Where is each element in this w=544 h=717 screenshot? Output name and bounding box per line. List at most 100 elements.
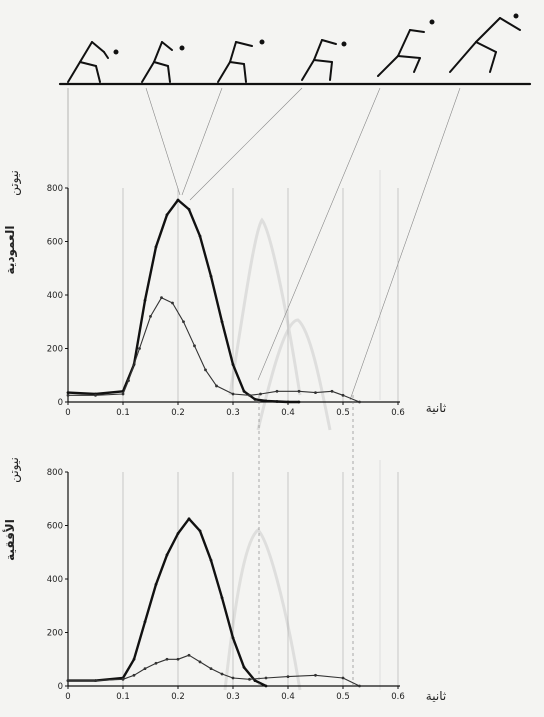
data-point — [165, 657, 169, 661]
data-point — [330, 389, 334, 393]
data-point — [66, 391, 70, 395]
data-point — [231, 363, 235, 366]
data-point — [253, 397, 257, 401]
x-tick-label: 0.4 — [281, 408, 295, 418]
y-tick-labels: 0 200 400 600 800 — [47, 184, 68, 408]
data-point — [154, 582, 158, 586]
data-point — [182, 320, 185, 324]
data-point — [94, 679, 97, 683]
data-point — [358, 684, 361, 688]
data-point — [165, 553, 169, 557]
data-point — [297, 389, 301, 393]
y-tick-labels: 0 200 400 600 800 — [47, 468, 68, 692]
data-point — [242, 665, 246, 669]
x-tick-label: 0.1 — [116, 692, 130, 702]
runner-figure-2 — [141, 41, 185, 83]
data-point — [314, 673, 317, 677]
data-point — [132, 673, 136, 677]
runner-figure-5 — [377, 19, 435, 77]
x-tick-label: 0.2 — [171, 408, 185, 418]
y-unit-label: نيوتن — [7, 457, 22, 483]
x-tick-labels: 0 0.1 0.2 0.3 0.4 0.5 0.6 — [65, 686, 405, 702]
data-point — [94, 393, 97, 397]
data-point — [127, 379, 130, 382]
series-line-1 — [68, 517, 267, 688]
x-tick-labels: 0 0.1 0.2 0.3 0.4 0.5 0.6 — [65, 402, 405, 418]
runner-figure-1 — [67, 41, 119, 83]
data-point — [209, 274, 213, 278]
data-point — [259, 392, 262, 396]
y-axis-label: الأفقية — [2, 519, 17, 561]
data-point — [154, 245, 158, 249]
data-point — [187, 517, 191, 521]
figure-connector-lines — [67, 87, 461, 402]
y-unit-label: نيوتن — [7, 170, 22, 196]
data-point — [231, 636, 235, 640]
event-guide-lines — [258, 395, 354, 686]
data-point — [165, 213, 169, 217]
data-point — [215, 384, 218, 388]
data-point — [275, 400, 279, 403]
y-tick-label: 0 — [58, 398, 63, 408]
data-point — [187, 208, 191, 211]
x-tick-label: 0.1 — [116, 408, 130, 418]
data-point — [138, 347, 141, 350]
data-point — [176, 198, 180, 202]
data-point — [231, 676, 235, 680]
data-point — [264, 399, 268, 403]
data-point — [132, 657, 136, 661]
data-point — [149, 315, 152, 318]
data-point — [341, 393, 345, 397]
y-tick-label: 600 — [47, 238, 63, 248]
vertical-grid-lines — [122, 188, 399, 402]
data-point — [121, 392, 125, 396]
series-line-2 — [68, 297, 360, 403]
series-line-1 — [67, 198, 299, 404]
data-point — [198, 660, 202, 664]
runner-figures — [58, 13, 532, 86]
ghost-background — [223, 170, 381, 691]
data-point — [154, 661, 158, 665]
runner-figure-3 — [217, 39, 265, 83]
data-point — [209, 667, 213, 671]
data-point — [171, 301, 174, 305]
data-point — [253, 679, 257, 683]
data-point — [248, 677, 251, 681]
runner-figure-6 — [449, 13, 521, 73]
y-tick-label: 600 — [47, 522, 63, 532]
runner-figure-4 — [301, 39, 347, 81]
x-tick-label: 0.3 — [226, 692, 240, 702]
data-point — [143, 667, 147, 671]
data-point — [231, 392, 235, 396]
y-tick-label: 200 — [47, 345, 63, 355]
x-tick-label: 0.6 — [391, 408, 405, 418]
data-point — [275, 389, 279, 393]
data-point — [193, 344, 196, 348]
data-point — [143, 298, 147, 302]
data-point — [341, 676, 345, 680]
y-axis-label: العمودية — [3, 226, 18, 275]
data-point — [220, 596, 224, 600]
data-point — [248, 393, 251, 397]
data-point — [198, 529, 202, 533]
data-point — [176, 657, 180, 661]
data-point — [209, 558, 213, 562]
y-tick-label: 800 — [47, 184, 63, 194]
data-point — [66, 393, 70, 397]
data-point — [121, 677, 125, 681]
series-lines — [66, 517, 361, 688]
data-point — [297, 400, 301, 404]
data-point — [176, 532, 180, 535]
series-lines — [66, 198, 361, 404]
data-point — [204, 368, 207, 372]
x-axis-label: ثانية — [426, 401, 446, 415]
series-line-2 — [68, 654, 360, 687]
data-point — [187, 653, 191, 657]
data-point — [160, 296, 163, 300]
data-point — [264, 676, 268, 680]
data-point — [286, 675, 290, 679]
x-tick-label: 0.6 — [391, 692, 405, 702]
data-point — [220, 320, 224, 324]
y-tick-label: 0 — [58, 682, 63, 692]
